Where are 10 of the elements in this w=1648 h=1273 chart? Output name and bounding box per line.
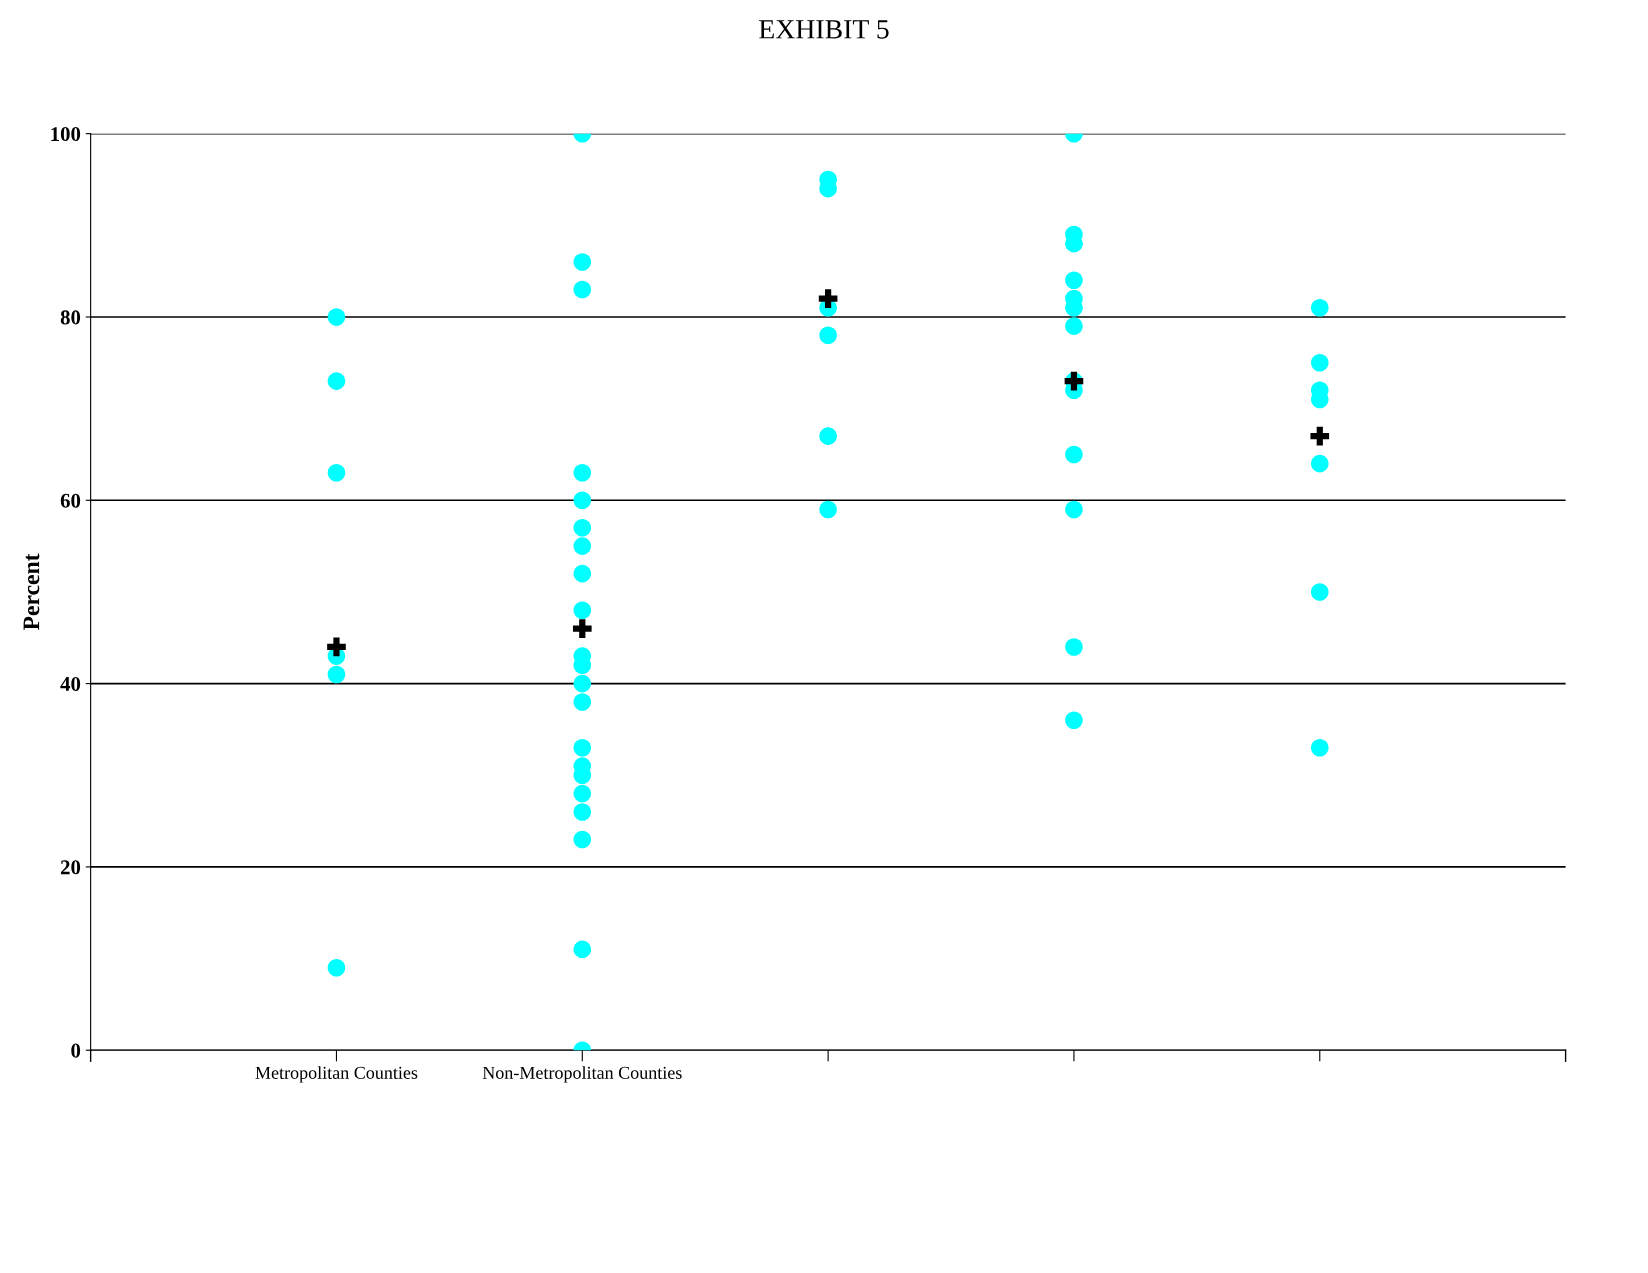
- chart-title: EXHIBIT 5: [759, 20, 889, 39]
- x-tick-label: Metropolitan Counties: [255, 1066, 418, 1083]
- y-tick-label: 80: [60, 310, 81, 325]
- y-tick-label: 0: [71, 1043, 81, 1058]
- y-axis-title: Percent: [23, 553, 40, 631]
- y-tick-label: 100: [51, 127, 81, 142]
- x-tick-label: Non-Metropolitan Counties: [482, 1066, 682, 1083]
- y-tick-label: 40: [60, 676, 81, 692]
- y-tick-label: 20: [60, 860, 81, 875]
- y-tick-label: 60: [60, 493, 81, 508]
